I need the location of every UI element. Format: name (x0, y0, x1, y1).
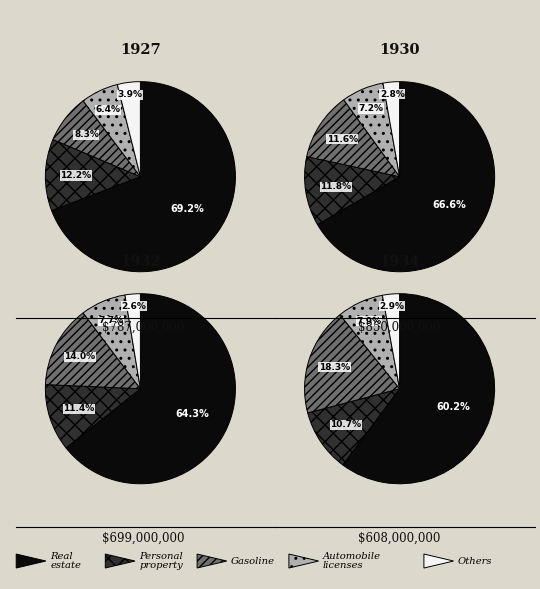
Title: 1934: 1934 (379, 255, 420, 269)
Text: Real
estate: Real estate (50, 552, 81, 570)
Text: 11.6%: 11.6% (327, 135, 358, 144)
Title: 1930: 1930 (380, 43, 420, 57)
Polygon shape (105, 554, 135, 568)
Wedge shape (45, 385, 140, 448)
Text: 12.2%: 12.2% (60, 171, 91, 180)
Wedge shape (305, 315, 400, 413)
Wedge shape (318, 82, 495, 272)
Wedge shape (305, 157, 400, 224)
Wedge shape (383, 82, 400, 177)
Wedge shape (52, 82, 235, 272)
Text: 7.7%: 7.7% (99, 316, 124, 325)
Wedge shape (83, 84, 140, 177)
Text: 66.6%: 66.6% (432, 200, 466, 210)
Text: 3.9%: 3.9% (118, 90, 143, 99)
Text: Others: Others (458, 557, 492, 565)
Wedge shape (125, 294, 140, 389)
Text: $699,000,000: $699,000,000 (102, 531, 184, 544)
Text: 69.2%: 69.2% (171, 204, 204, 214)
Text: 14.0%: 14.0% (64, 352, 96, 362)
Text: Automobile
licenses: Automobile licenses (323, 552, 381, 570)
Text: 2.8%: 2.8% (380, 90, 405, 99)
Text: $608,000,000: $608,000,000 (359, 531, 441, 544)
Polygon shape (197, 554, 227, 568)
Wedge shape (307, 100, 400, 177)
Title: 1932: 1932 (120, 255, 161, 269)
Polygon shape (16, 554, 46, 568)
Text: 2.9%: 2.9% (380, 302, 404, 311)
Polygon shape (289, 554, 319, 568)
Text: 2.6%: 2.6% (121, 302, 146, 311)
Text: Gasoline: Gasoline (231, 557, 275, 565)
Text: 8.3%: 8.3% (74, 130, 99, 139)
Wedge shape (45, 140, 140, 211)
Text: Personal
property: Personal property (139, 552, 183, 570)
Text: $850,000,000: $850,000,000 (359, 321, 441, 334)
Wedge shape (343, 294, 495, 484)
Polygon shape (424, 554, 454, 568)
Text: 7.2%: 7.2% (358, 104, 383, 113)
Text: 11.8%: 11.8% (320, 183, 352, 191)
Text: 11.4%: 11.4% (63, 404, 94, 413)
Text: 18.3%: 18.3% (319, 363, 350, 372)
Text: 10.7%: 10.7% (330, 421, 362, 429)
Text: 60.2%: 60.2% (437, 402, 470, 412)
Wedge shape (344, 83, 400, 177)
Wedge shape (53, 101, 140, 177)
Wedge shape (308, 389, 400, 465)
Wedge shape (45, 313, 140, 389)
Wedge shape (66, 294, 235, 484)
Text: 64.3%: 64.3% (175, 409, 208, 419)
Wedge shape (382, 294, 400, 389)
Title: 1927: 1927 (120, 43, 161, 57)
Text: $787,000,000: $787,000,000 (102, 321, 184, 334)
Wedge shape (83, 295, 140, 389)
Wedge shape (340, 295, 400, 389)
Wedge shape (117, 82, 140, 177)
Text: 7.9%: 7.9% (356, 317, 381, 326)
Text: 6.4%: 6.4% (96, 105, 121, 114)
